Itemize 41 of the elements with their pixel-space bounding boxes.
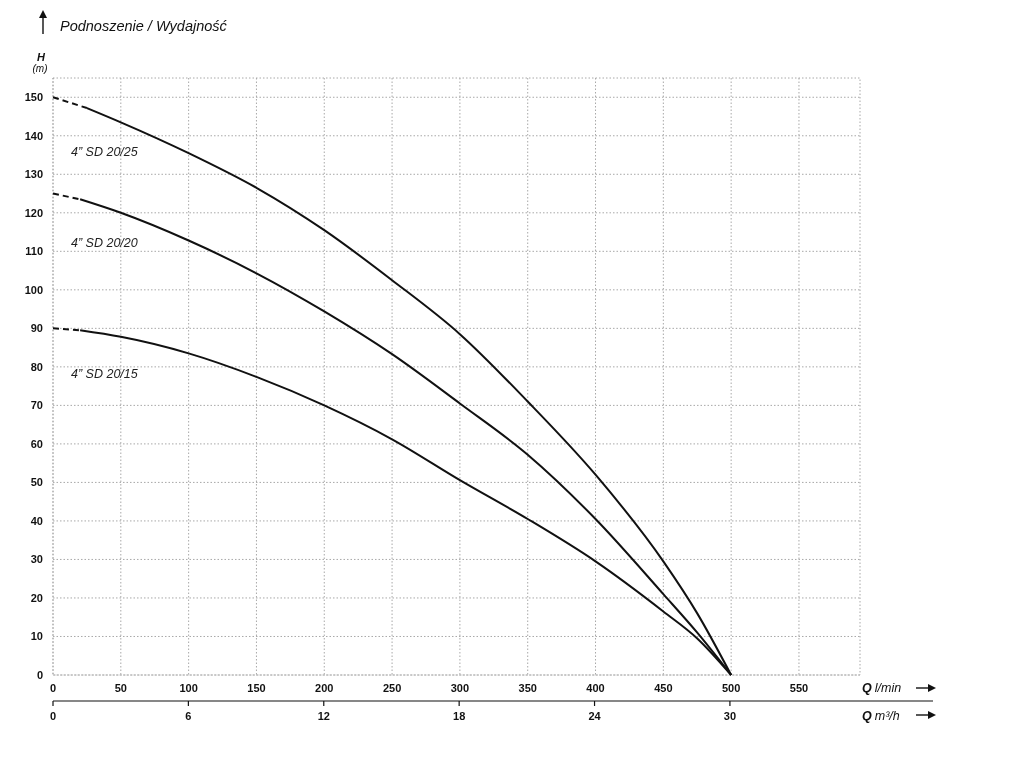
x-tick-label: 300: [450, 682, 470, 694]
x-tick-label: 200: [315, 682, 334, 694]
x2-tick-label: 6: [185, 710, 192, 722]
y-tick-label: 80: [30, 360, 43, 373]
chart-title: Podnoszenie / Wydajność: [60, 18, 228, 34]
y-tick-label: 130: [24, 168, 43, 181]
y-tick-label: 140: [24, 129, 43, 142]
x-tick-label: 400: [586, 682, 605, 694]
series-label: 4” SD 20/25: [71, 145, 138, 160]
x2-tick-label: 12: [317, 710, 330, 722]
x-tick-label: 250: [382, 682, 402, 694]
series-label: 4” SD 20/20: [71, 236, 138, 251]
x-tick-label: 100: [179, 682, 198, 694]
y-tick-label: 10: [30, 630, 43, 643]
y-axis-title: H (m): [32, 51, 48, 74]
y-tick-label: 60: [30, 437, 43, 450]
y-tick-label: 100: [24, 283, 43, 296]
y-tick-label: 50: [30, 476, 43, 489]
x-tick-label: 450: [654, 682, 673, 694]
text: 4” SD 20/15: [71, 367, 138, 382]
x2-tick-label: 24: [588, 710, 602, 722]
x2-tick-label: 18: [453, 710, 466, 722]
x-tick-label: 550: [789, 682, 809, 694]
x-tick-label: 500: [721, 682, 741, 694]
y-tick-label: 70: [30, 399, 43, 412]
x2-axis-title: Q m³/h: [862, 709, 900, 723]
y-tick-label: 120: [24, 206, 43, 219]
y-tick-label: 90: [30, 322, 43, 335]
x-tick-label: 150: [247, 682, 266, 694]
y-tick-label: 20: [30, 591, 43, 604]
x-axis-title: Q l/min: [862, 681, 902, 695]
y-tick-label: 150: [24, 91, 43, 104]
y-tick-label: 110: [25, 245, 43, 258]
x2-tick-label: 0: [49, 710, 57, 722]
x2-tick-label: 30: [723, 710, 737, 722]
y-tick-label: 30: [30, 553, 43, 566]
x-tick-label: 50: [114, 682, 127, 694]
x-tick-label: 350: [518, 682, 537, 694]
x-tick-label: 0: [49, 682, 57, 694]
y-tick-label: 40: [30, 514, 43, 527]
y-tick-label: 0: [36, 668, 43, 681]
